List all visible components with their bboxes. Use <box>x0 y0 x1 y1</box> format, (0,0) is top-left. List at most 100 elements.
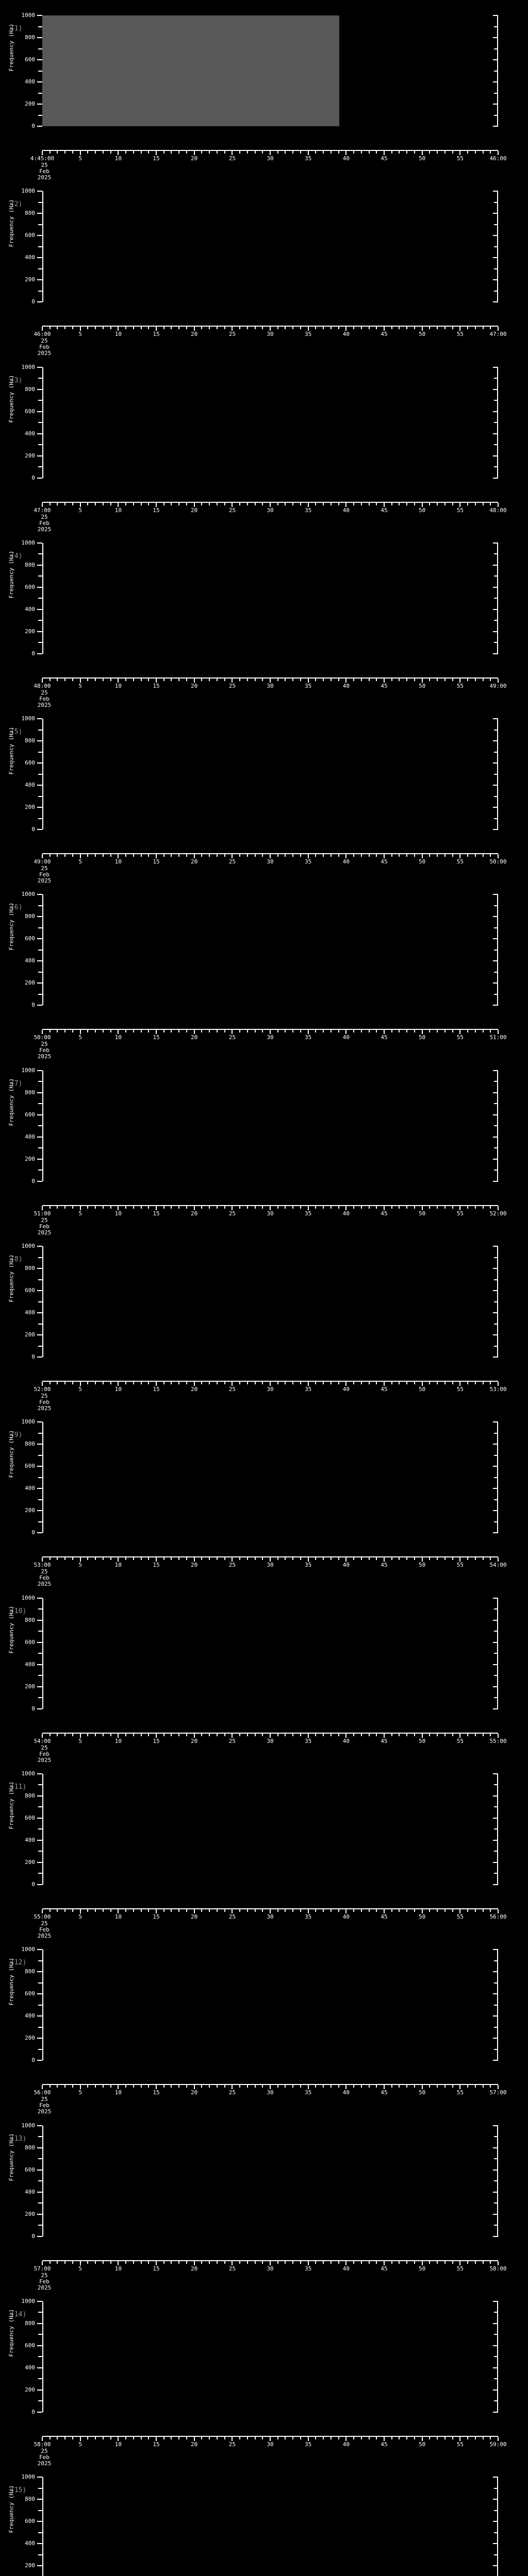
x-tick-minor <box>315 151 317 154</box>
x-tick-minor <box>72 2085 73 2088</box>
x-tick-label: 55 <box>456 2089 464 2096</box>
x-tick-minor <box>87 502 89 505</box>
y-tick-minor-right <box>494 444 498 446</box>
x-tick-minor <box>102 2085 104 2088</box>
x-tick-minor <box>360 1382 362 1385</box>
x-tick-minor <box>300 1030 301 1033</box>
x-tick-minor <box>406 1030 408 1033</box>
x-tick-minor <box>186 1733 187 1736</box>
y-tick-minor-right <box>494 70 498 72</box>
x-tick-minor <box>414 678 415 681</box>
y-tick-major-right <box>493 1795 498 1797</box>
x-tick-minor <box>64 151 66 154</box>
y-tick-minor <box>38 905 42 906</box>
x-tick-minor <box>87 2085 89 2088</box>
x-tick-minor <box>444 2085 446 2088</box>
x-tick-minor <box>399 678 400 681</box>
x-tick-minor <box>239 1206 241 1209</box>
x-tick-minor <box>95 1557 96 1561</box>
x-tick-minor <box>429 2085 431 2088</box>
x-tick-label: 51:00 <box>489 1034 507 1041</box>
x-tick-label: 55 <box>456 155 464 162</box>
x-tick-minor <box>315 502 317 505</box>
x-tick-major <box>498 1206 499 1210</box>
y-tick-major <box>37 1005 42 1006</box>
y-tick-minor <box>38 575 42 577</box>
x-tick-label: 50 <box>419 155 426 162</box>
y-tick-minor <box>38 620 42 621</box>
x-tick-minor <box>444 2261 446 2264</box>
x-tick-minor <box>482 327 484 330</box>
y-tick-minor <box>38 246 42 247</box>
x-tick-minor <box>246 2085 248 2088</box>
x-tick-minor <box>353 2261 355 2264</box>
panel-9: (9) Frequency (Hz) 0 200 400 600 800 1000 53:00 5… <box>0 1406 528 1587</box>
x-tick-minor <box>277 327 278 330</box>
x-tick-minor <box>338 2436 339 2439</box>
x-tick-major <box>270 1030 271 1035</box>
x-tick-major <box>118 1382 119 1386</box>
x-tick-minor <box>254 678 256 681</box>
x-tick-minor <box>72 1382 73 1385</box>
x-tick-label: 45 <box>381 331 388 338</box>
y-tick-label: 800 <box>25 561 35 568</box>
y-tick-label: 400 <box>25 2364 35 2371</box>
x-tick-minor <box>57 2085 58 2088</box>
y-tick-major-right <box>493 1158 498 1160</box>
x-tick-minor <box>467 502 469 505</box>
y-tick-major-right <box>493 37 498 38</box>
x-tick-minor <box>125 2436 127 2439</box>
x-tick-label: 58:00 <box>34 2441 51 2448</box>
x-tick-minor <box>178 1909 180 1912</box>
y-tick-minor-right <box>494 422 498 423</box>
x-tick-label: 10 <box>114 1034 122 1041</box>
date-label: 25 Feb 2025 <box>37 2096 52 2115</box>
x-tick-minor <box>171 1557 172 1561</box>
x-tick-minor <box>201 151 203 154</box>
x-tick-major <box>232 1733 233 1738</box>
x-tick-minor <box>133 1030 134 1033</box>
x-tick-minor <box>376 678 377 681</box>
y-tick-major-right <box>493 2499 498 2500</box>
x-tick-minor <box>262 1733 263 1736</box>
x-tick-minor <box>452 151 453 154</box>
x-tick-major <box>118 1733 119 1738</box>
x-tick-minor <box>300 151 301 154</box>
x-tick-label: 45 <box>381 682 388 689</box>
x-tick-major <box>307 1733 309 1738</box>
y-tick-minor <box>38 1125 42 1127</box>
x-tick-minor <box>125 854 127 857</box>
x-tick-minor <box>482 1382 484 1385</box>
x-tick-minor <box>399 2085 400 2088</box>
x-tick-minor <box>376 151 377 154</box>
x-tick-minor <box>95 327 96 330</box>
x-tick-major <box>118 678 119 683</box>
x-tick-major <box>193 327 195 331</box>
x-tick-minor <box>95 151 96 154</box>
x-tick-minor <box>482 502 484 505</box>
x-tick-minor <box>444 1909 446 1912</box>
x-tick-label: 48:00 <box>489 506 507 514</box>
x-tick-minor <box>133 1557 134 1561</box>
x-tick-minor <box>437 1206 438 1209</box>
x-tick-label: 25 <box>228 1034 236 1041</box>
y-tick-label: 1000 <box>21 715 36 722</box>
x-tick-minor <box>140 2436 142 2439</box>
y-tick-minor-right <box>494 905 498 906</box>
y-tick-label: 600 <box>25 1463 35 1470</box>
x-tick-minor <box>437 1909 438 1912</box>
x-tick-minor <box>254 1206 256 1209</box>
x-tick-minor <box>254 1909 256 1912</box>
x-tick-minor <box>72 327 73 330</box>
x-tick-minor <box>353 678 355 681</box>
x-tick-minor <box>368 678 370 681</box>
y-tick-label: 800 <box>25 1265 35 1272</box>
x-tick-major <box>498 2436 499 2441</box>
x-tick-minor <box>254 2261 256 2264</box>
x-tick-major <box>118 2436 119 2441</box>
y-tick-major-right <box>493 2038 498 2039</box>
x-tick-minor <box>148 151 150 154</box>
y-tick-minor-right <box>494 2004 498 2006</box>
x-tick-minor <box>323 1557 324 1561</box>
data-region <box>42 15 340 126</box>
